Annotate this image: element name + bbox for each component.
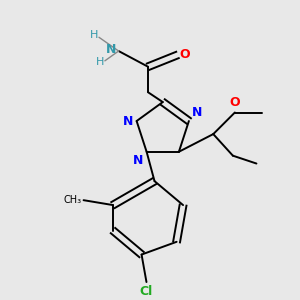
Text: O: O (179, 48, 190, 62)
Text: Cl: Cl (140, 285, 153, 298)
Text: H: H (95, 57, 104, 67)
Text: H: H (90, 30, 98, 40)
Text: N: N (192, 106, 202, 119)
Text: N: N (123, 115, 134, 128)
Text: N: N (106, 43, 117, 56)
Text: CH₃: CH₃ (64, 195, 82, 205)
Text: N: N (133, 154, 144, 167)
Text: O: O (230, 96, 240, 109)
